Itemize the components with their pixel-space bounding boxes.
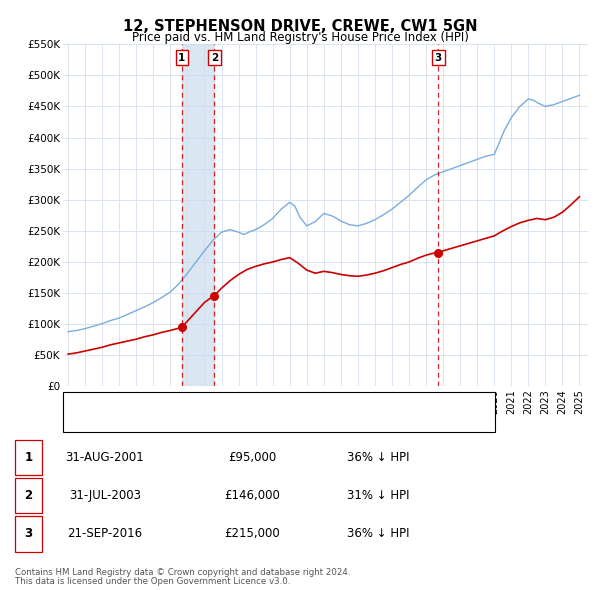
Text: 36% ↓ HPI: 36% ↓ HPI: [347, 451, 409, 464]
Text: ─────: ─────: [74, 398, 107, 408]
Text: This data is licensed under the Open Government Licence v3.0.: This data is licensed under the Open Gov…: [15, 577, 290, 586]
Text: HPI: Average price, detached house, Cheshire East: HPI: Average price, detached house, Ches…: [102, 418, 367, 428]
Text: Contains HM Land Registry data © Crown copyright and database right 2024.: Contains HM Land Registry data © Crown c…: [15, 568, 350, 577]
Text: 12, STEPHENSON DRIVE, CREWE, CW1 5GN: 12, STEPHENSON DRIVE, CREWE, CW1 5GN: [123, 19, 477, 34]
Text: ─────: ─────: [74, 418, 107, 428]
Text: 21-SEP-2016: 21-SEP-2016: [67, 527, 143, 540]
Text: £146,000: £146,000: [224, 489, 280, 502]
Text: £215,000: £215,000: [224, 527, 280, 540]
Text: 2: 2: [211, 53, 218, 63]
Text: 1: 1: [178, 53, 185, 63]
Text: 1: 1: [25, 451, 32, 464]
Text: 3: 3: [25, 527, 32, 540]
Text: 31-AUG-2001: 31-AUG-2001: [65, 451, 145, 464]
Text: 36% ↓ HPI: 36% ↓ HPI: [347, 527, 409, 540]
Text: 31-JUL-2003: 31-JUL-2003: [69, 489, 141, 502]
Bar: [182, 44, 214, 386]
Text: 31% ↓ HPI: 31% ↓ HPI: [347, 489, 409, 502]
Text: Price paid vs. HM Land Registry's House Price Index (HPI): Price paid vs. HM Land Registry's House …: [131, 31, 469, 44]
Text: 2: 2: [25, 489, 32, 502]
Text: £95,000: £95,000: [228, 451, 276, 464]
Text: 12, STEPHENSON DRIVE, CREWE, CW1 5GN (detached house): 12, STEPHENSON DRIVE, CREWE, CW1 5GN (de…: [102, 398, 423, 408]
Text: 3: 3: [435, 53, 442, 63]
